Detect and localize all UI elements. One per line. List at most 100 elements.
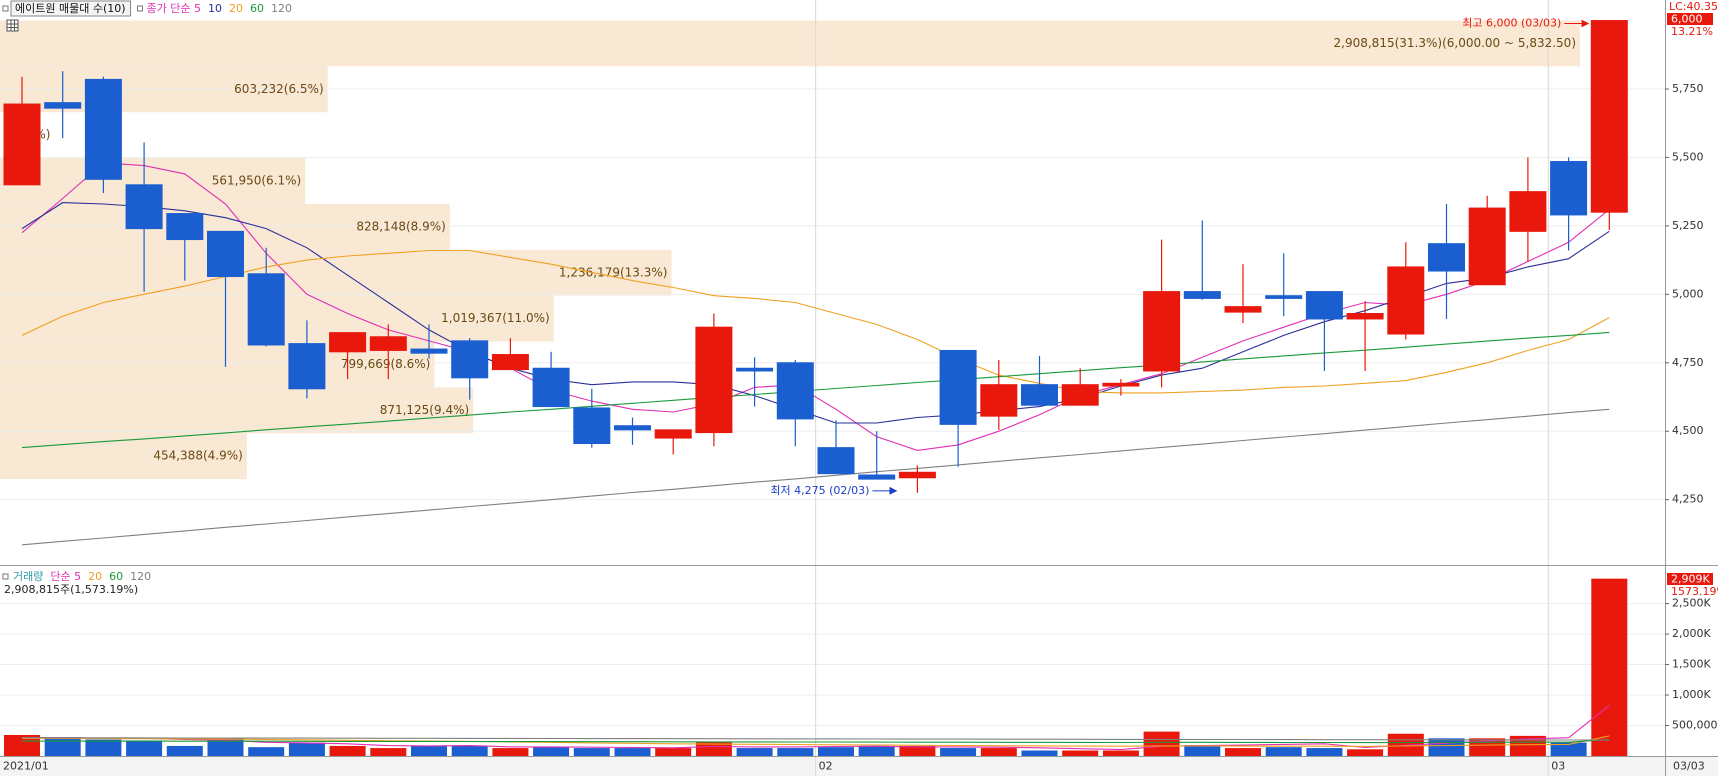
candle-body xyxy=(980,384,1018,417)
volume-bar xyxy=(858,745,895,756)
volume-bar xyxy=(1062,750,1099,756)
y-tick-label: 1,500K xyxy=(1672,658,1711,671)
y-tick-label: 2,500K xyxy=(1672,597,1711,610)
volume-bar xyxy=(777,748,814,756)
volume-bar xyxy=(1143,731,1180,756)
ma-line xyxy=(21,249,1610,394)
right-axis-bg xyxy=(1665,0,1718,776)
candle-body xyxy=(247,273,285,346)
candle-body xyxy=(1590,20,1628,213)
volume-bar xyxy=(980,748,1017,756)
volume-bar xyxy=(370,748,407,756)
ma-line xyxy=(22,738,1610,744)
candle-body xyxy=(84,78,122,180)
candle-body xyxy=(695,326,733,434)
volume-bar xyxy=(818,747,854,756)
legend-entry: 20 xyxy=(229,2,243,15)
legend-bullet xyxy=(2,5,9,12)
candle-body xyxy=(1102,382,1140,387)
x-tick-label: 03 xyxy=(1551,760,1565,773)
y-tick-label: 4,500 xyxy=(1672,424,1704,437)
profile-label: 2,908,815(31.3%)(6,000.00 ~ 5,832.50) xyxy=(1334,36,1576,50)
volume-bar xyxy=(655,748,692,756)
candle-body xyxy=(288,343,326,390)
legend-entry: 거래량 xyxy=(13,570,43,583)
volume-bar xyxy=(1347,749,1384,756)
candle-body xyxy=(1428,243,1465,272)
candle-body xyxy=(1061,384,1099,406)
volume-bar xyxy=(1102,750,1139,756)
grid-icon-lines xyxy=(7,20,18,31)
candle-body xyxy=(1305,291,1343,320)
last-volume-label: 2,909K xyxy=(1671,573,1710,586)
volume-bar xyxy=(1265,747,1302,756)
volume-bar xyxy=(126,740,163,756)
candle-body xyxy=(125,184,163,230)
volume-bar xyxy=(207,738,244,756)
profile-label: 603,232(6.5%) xyxy=(234,82,323,96)
chart-title: 에이트원 매물대 수(10) xyxy=(15,2,126,15)
volume-bar xyxy=(166,745,203,756)
change-label: 13.21% xyxy=(1671,25,1713,38)
volume-bar xyxy=(1225,748,1261,756)
ma-line xyxy=(21,202,1610,424)
legend-entry: 120 xyxy=(271,2,292,15)
candle-body xyxy=(1143,291,1181,372)
volume-bar xyxy=(940,748,977,756)
candle-body xyxy=(44,102,82,109)
candle-body xyxy=(329,332,367,353)
volume-bar xyxy=(1184,745,1221,756)
y-tick-label: 4,250 xyxy=(1672,493,1704,506)
volume-bar xyxy=(899,745,936,756)
candle-body xyxy=(1021,384,1058,406)
candle-body xyxy=(1468,207,1506,286)
y-tick-label: 1,000K xyxy=(1672,688,1711,701)
candle-body xyxy=(1183,291,1221,299)
ma-line xyxy=(21,162,1610,451)
y-tick-label: 500,000 xyxy=(1672,719,1718,732)
ma-line xyxy=(22,704,1610,751)
low-label: 최저 4,275 (02/03) xyxy=(770,484,869,497)
candle-body xyxy=(858,474,896,480)
legend-entry: 60 xyxy=(109,570,123,583)
profile-band xyxy=(0,433,247,480)
candle-body xyxy=(491,354,529,371)
candle-body xyxy=(410,348,448,354)
x-axis-strip xyxy=(0,757,1718,776)
candle-body xyxy=(369,336,407,351)
last-volume-box xyxy=(1667,573,1713,585)
candle-body xyxy=(207,230,244,278)
volume-bar xyxy=(4,734,40,756)
candle-body xyxy=(1509,191,1547,232)
y-tick-label: 4,750 xyxy=(1672,356,1704,369)
volume-bar xyxy=(492,748,529,756)
y-tick-label: 5,000 xyxy=(1672,287,1704,300)
y-tick-label: 5,250 xyxy=(1672,219,1704,232)
volume-change-label: 1573.19% xyxy=(1671,585,1718,598)
candle-body xyxy=(451,340,489,379)
y-tick-label: 2,000K xyxy=(1672,627,1711,640)
volume-bar xyxy=(85,739,122,756)
volume-bar xyxy=(736,748,773,756)
legend-bullet xyxy=(2,573,9,580)
x-tick-label: 02 xyxy=(819,760,833,773)
indicator-label: LC:40.35 xyxy=(1669,0,1718,13)
ma-line xyxy=(21,735,1610,747)
volume-bar xyxy=(1591,578,1628,756)
x-end-label: 03/03 xyxy=(1673,760,1705,773)
volume-bar xyxy=(1550,742,1587,756)
last-close-box xyxy=(1667,13,1713,25)
candle-body xyxy=(776,362,814,420)
legend-entry: 60 xyxy=(250,2,264,15)
volume-bar xyxy=(1509,735,1546,756)
legend-entry: 10 xyxy=(208,2,222,15)
layer-mid: 2,908,815(31.3%)(6,000.00 ~ 5,832.50) 603… xyxy=(3,36,1628,756)
x-tick-label: 2021/01 xyxy=(3,760,49,773)
volume-bar xyxy=(329,745,366,756)
profile-label: 1,236,179(13.3%) xyxy=(559,265,668,279)
legend-entry: 120 xyxy=(130,570,151,583)
candle-body xyxy=(1550,161,1588,216)
volume-bar xyxy=(411,745,447,756)
